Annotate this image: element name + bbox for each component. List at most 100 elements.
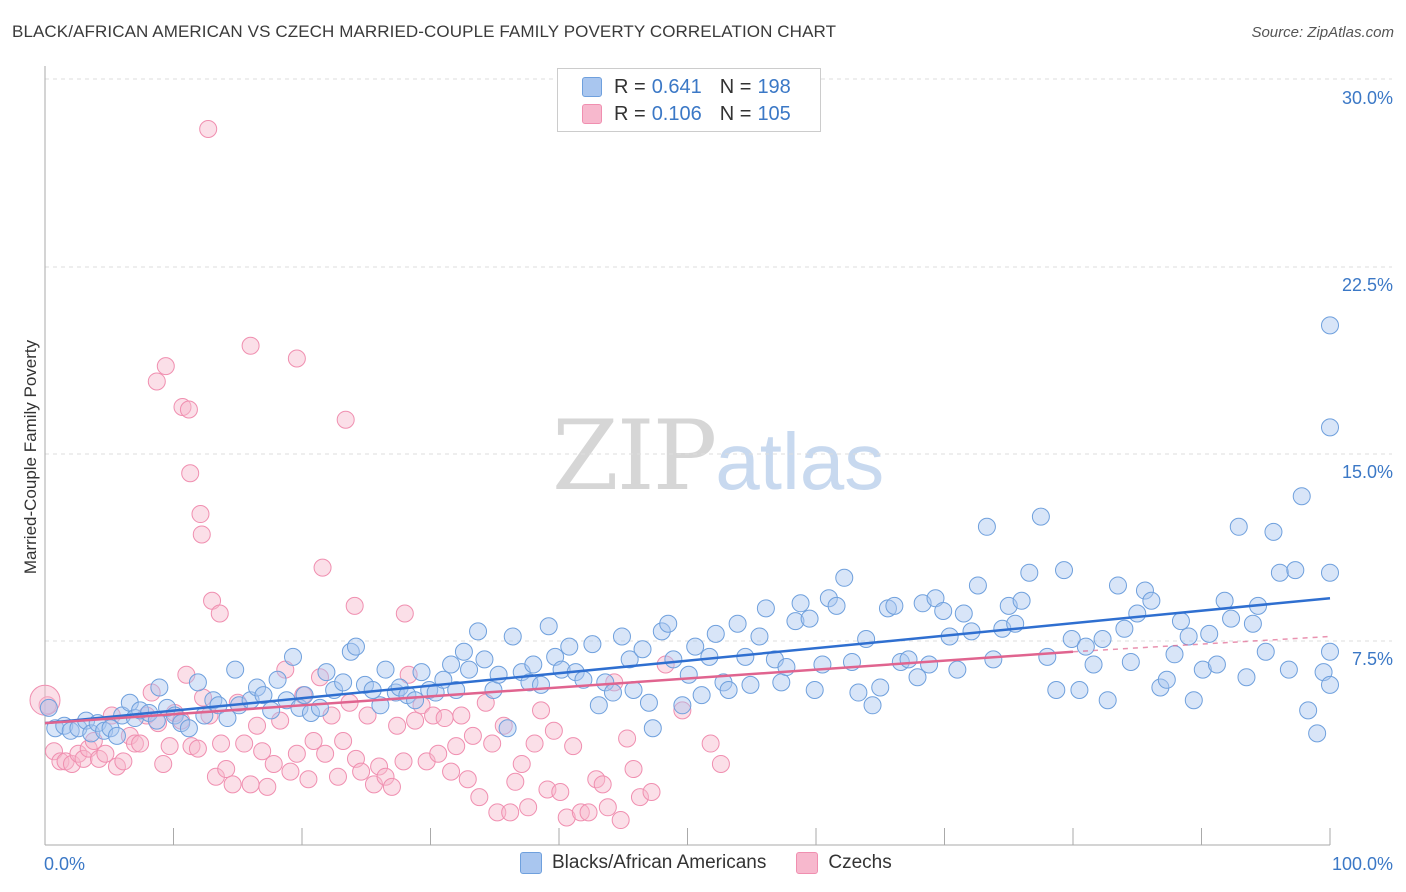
black-point	[1165, 645, 1184, 664]
legend-swatch-blue	[582, 77, 602, 97]
black-point	[1207, 655, 1226, 674]
czech-point	[394, 752, 413, 771]
black-point	[460, 660, 479, 679]
black-point	[664, 650, 683, 669]
black-point	[620, 650, 639, 669]
black-point	[603, 683, 622, 702]
legend-item-czechs[interactable]: Czechs	[796, 852, 892, 874]
black-point	[1062, 630, 1081, 648]
czech-point	[358, 706, 377, 725]
czech-point	[217, 760, 236, 779]
black-point	[1279, 660, 1298, 679]
black-point	[1321, 418, 1339, 437]
black-point	[1055, 561, 1074, 580]
black-point	[1308, 724, 1327, 743]
black-point	[39, 698, 58, 717]
czech-point	[442, 762, 461, 781]
czech-point	[406, 711, 425, 730]
czech-point	[452, 706, 471, 725]
black-point	[827, 596, 846, 615]
legend-row-blacks: R = 0.641 N = 198	[582, 75, 791, 99]
czech-point	[235, 734, 254, 753]
black-point	[1128, 604, 1147, 623]
black-point	[624, 681, 643, 699]
legend-r-label: R =	[614, 75, 646, 98]
czech-point	[345, 596, 364, 615]
legend-n-label: N =	[719, 75, 752, 98]
czech-point	[131, 734, 150, 753]
czech-point	[253, 742, 272, 761]
black-point	[968, 576, 987, 595]
watermark-atlas: atlas	[715, 417, 885, 506]
black-point	[1243, 614, 1262, 633]
czech-point	[618, 729, 637, 748]
czech-point	[258, 777, 277, 796]
black-points	[39, 316, 1339, 745]
black-point	[107, 726, 126, 745]
black-point	[1229, 517, 1248, 536]
black-point	[1256, 642, 1275, 661]
czech-point	[470, 788, 489, 807]
black-point	[539, 617, 558, 636]
czech-point	[611, 811, 630, 830]
czech-point	[69, 744, 88, 763]
czech-point	[328, 767, 347, 786]
czech-point	[160, 737, 179, 756]
black-point	[1171, 612, 1190, 631]
legend-swatch-pink	[582, 104, 602, 124]
czech-point	[463, 726, 482, 745]
czech-point	[435, 709, 454, 728]
czech-point	[74, 749, 93, 768]
czech-point	[191, 505, 210, 524]
black-point	[150, 678, 169, 697]
black-point	[1076, 637, 1095, 656]
czech-point	[506, 772, 525, 791]
legend-swatch-pink	[796, 852, 819, 874]
y-tick-label: 7.5%	[1352, 649, 1393, 669]
black-point	[1012, 591, 1031, 610]
black-point	[262, 701, 281, 720]
czech-point	[429, 744, 448, 763]
black-point	[204, 691, 223, 710]
black-point	[673, 696, 692, 715]
black-point	[706, 624, 725, 643]
watermark: ZIPatlas	[552, 400, 884, 512]
czech-point	[551, 783, 570, 801]
czech-point	[564, 737, 583, 756]
legend-label-czechs: Czechs	[828, 852, 892, 873]
czech-point	[96, 744, 115, 763]
czech-point	[44, 742, 63, 761]
gridlines	[45, 78, 1392, 642]
black-point	[899, 650, 918, 669]
black-point	[442, 655, 461, 674]
czech-point	[62, 754, 81, 773]
czech-point	[395, 604, 414, 623]
black-point	[1321, 642, 1339, 661]
black-point	[908, 668, 927, 687]
black-point	[1084, 655, 1103, 674]
black-point	[659, 614, 678, 633]
black-point	[454, 642, 473, 661]
czech-point	[593, 775, 612, 794]
black-point	[317, 663, 336, 682]
czech-point	[447, 737, 466, 756]
black-point	[1121, 652, 1140, 671]
black-point	[346, 637, 365, 656]
czech-point	[287, 349, 306, 368]
black-point	[503, 627, 522, 646]
czech-point	[241, 336, 260, 355]
black-point	[195, 706, 214, 725]
black-point	[179, 719, 198, 738]
czech-point	[264, 754, 283, 773]
axes	[44, 66, 1331, 846]
black-point	[1200, 624, 1219, 643]
legend-item-blacks[interactable]: Blacks/African Americans	[520, 852, 766, 874]
czech-point	[304, 732, 323, 750]
czech-point	[525, 734, 544, 753]
black-point	[934, 601, 953, 620]
black-point	[835, 568, 854, 587]
black-point	[1237, 668, 1256, 687]
black-point	[954, 604, 973, 623]
black-point	[679, 665, 698, 684]
series-legend: Blacks/African Americans Czechs	[520, 852, 922, 874]
